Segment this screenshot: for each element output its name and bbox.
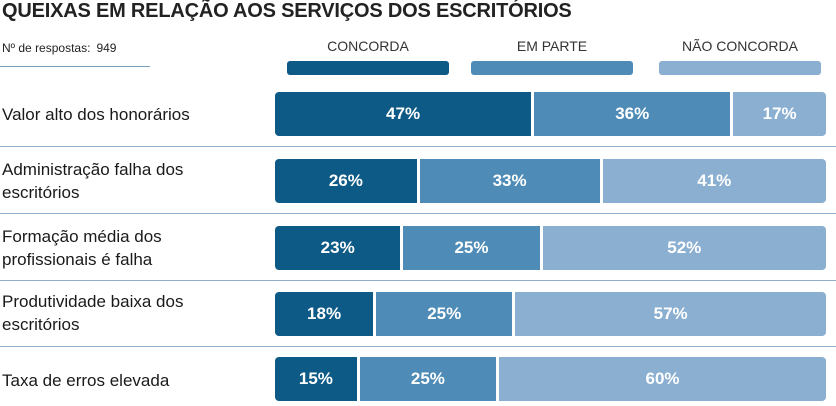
bar-segment: 15% xyxy=(275,357,357,401)
legend-item: NÃO CONCORDA xyxy=(659,36,821,75)
stacked-bar: 23% 25% 52% xyxy=(275,226,826,270)
stacked-bar: 15% 25% 60% xyxy=(275,357,826,401)
row-separator xyxy=(0,146,836,147)
bar-segment: 26% xyxy=(275,159,417,203)
category-label: escritórios xyxy=(2,315,80,334)
legend-swatch xyxy=(471,61,633,75)
bar-segment: 33% xyxy=(419,159,600,203)
legend-swatch xyxy=(659,61,821,75)
bar-segment: 25% xyxy=(403,226,540,270)
bar-segment: 25% xyxy=(359,357,496,401)
category-label: Formação média dos xyxy=(2,227,162,246)
bar-segment: 52% xyxy=(542,226,826,270)
chart-title: QUEIXAS EM RELAÇÃO AOS SERVIÇOS DOS ESCR… xyxy=(2,0,572,22)
category-label: Produtividade baixa dos xyxy=(2,292,184,311)
row-separator xyxy=(0,280,836,281)
bar-segment: 60% xyxy=(499,357,826,401)
category-label: Taxa de erros elevada xyxy=(2,371,170,390)
bar-segment: 18% xyxy=(275,292,374,336)
bar-segment: 23% xyxy=(275,226,401,270)
bar-segment: 25% xyxy=(376,292,513,336)
category-label: Valor alto dos honorários xyxy=(2,105,190,124)
category-label: profissionais é falha xyxy=(2,250,153,269)
responses-count: Nº de respostas: 949 xyxy=(2,41,116,55)
bar-segment: 41% xyxy=(602,159,826,203)
category-label: Administração falha dos xyxy=(2,160,184,179)
responses-underline xyxy=(0,66,150,67)
row-separator xyxy=(0,346,836,347)
responses-label: Nº de respostas: xyxy=(2,41,91,55)
legend-item: CONCORDA xyxy=(287,36,449,75)
legend-swatch xyxy=(287,61,449,75)
bar-segment: 17% xyxy=(733,92,826,136)
bar-segment: 36% xyxy=(534,92,731,136)
responses-value: 949 xyxy=(96,41,117,55)
stacked-bar: 18% 25% 57% xyxy=(275,292,826,336)
legend-label: CONCORDA xyxy=(327,38,409,54)
category-label: escritórios xyxy=(2,183,80,202)
stacked-bar: 26% 33% 41% xyxy=(275,159,826,203)
legend-label: EM PARTE xyxy=(516,38,588,54)
bar-segment: 47% xyxy=(275,92,532,136)
legend-label: NÃO CONCORDA xyxy=(682,38,798,54)
legend-item: EM PARTE xyxy=(471,36,633,75)
stacked-bar: 47% 36% 17% xyxy=(275,92,826,136)
bar-segment: 57% xyxy=(515,292,826,336)
row-separator xyxy=(0,213,836,214)
